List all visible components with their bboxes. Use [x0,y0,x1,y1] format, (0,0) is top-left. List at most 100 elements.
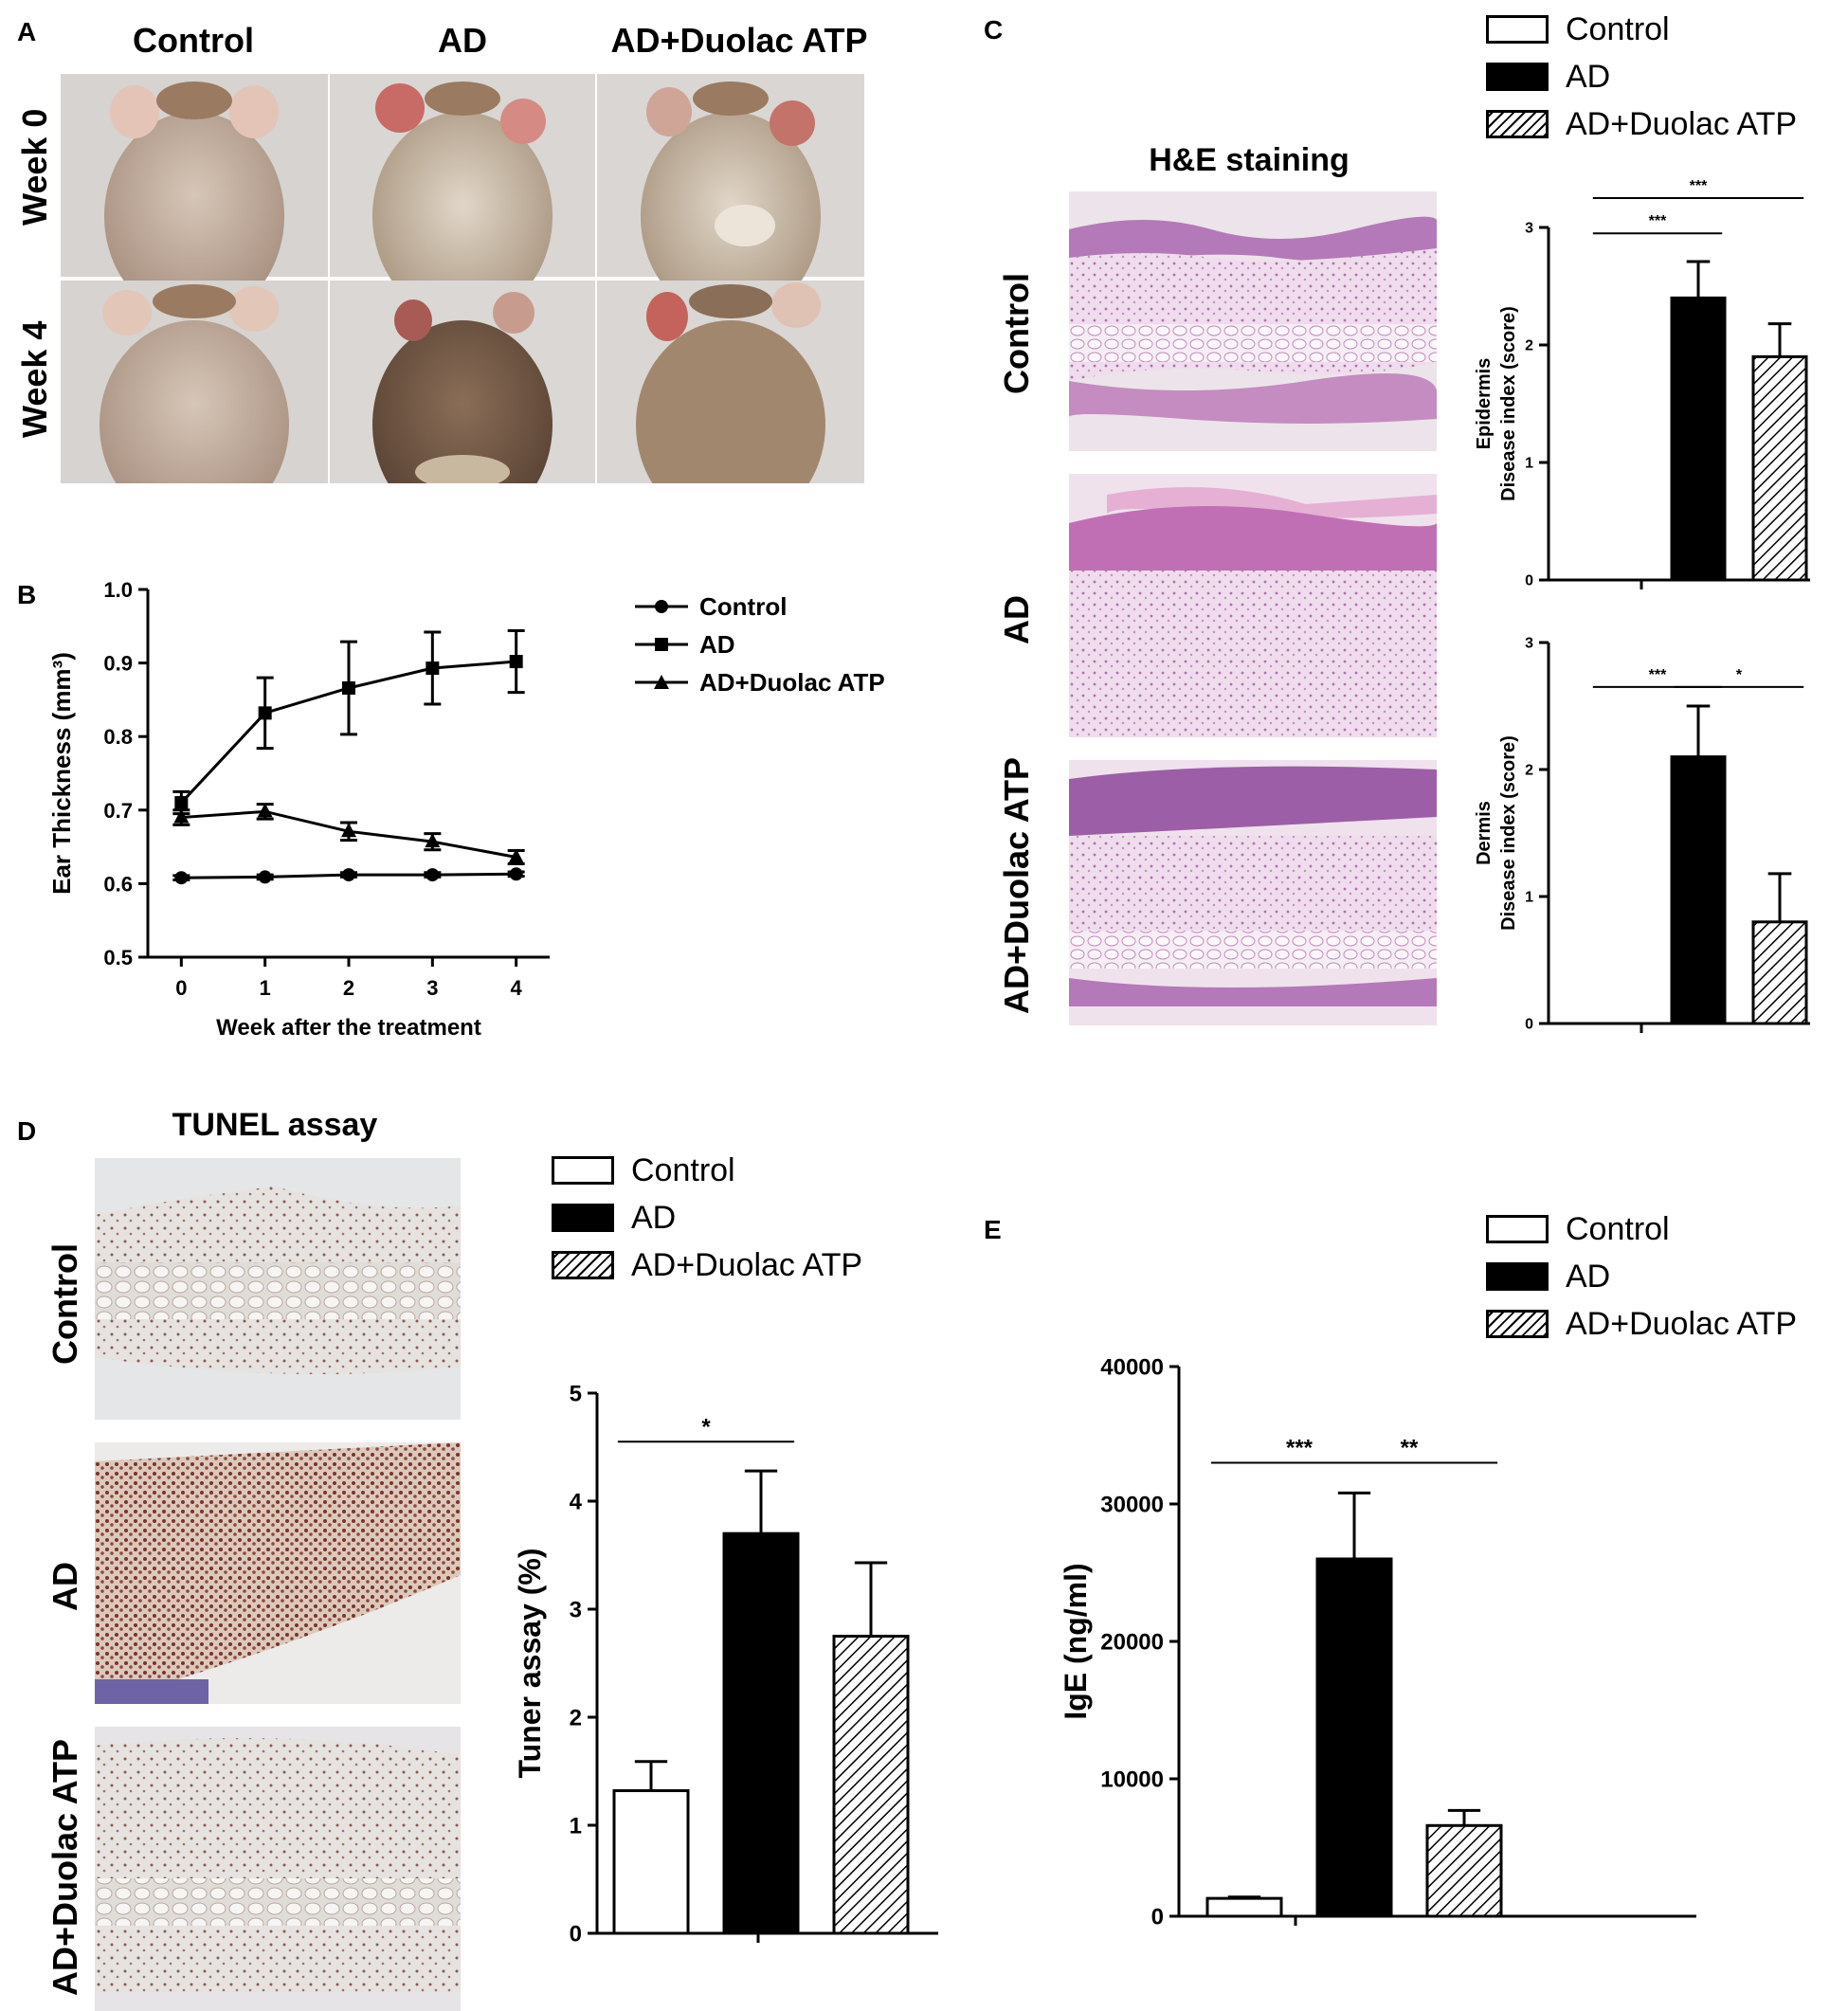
bar-y-tick-label: 0 [1525,1017,1533,1033]
legend-e-control-label: Control [1566,1210,1670,1247]
bar-ad [1670,296,1727,582]
bar-y-axis-label: IgE (ng/ml) [1059,1563,1093,1719]
panel-c-he-staining-images [1069,191,1437,1025]
tunel-control-image [95,1158,461,1420]
bar-ad [722,1531,800,1935]
panel-label-b: B [17,580,37,609]
bar-ad-duolac-atp [832,1635,910,1935]
panel-e-legend: Control AD AD+Duolac ATP [1486,1205,1797,1348]
legend-b-circle-icon [635,600,688,613]
bar-ad [1315,1557,1393,1918]
legend-c-ad-duolac: AD+Duolac ATP [1486,100,1797,148]
b-y-tick-label: 0.7 [103,799,133,823]
legend-c-control-label: Control [1566,10,1670,47]
b-x-tick-label: 0 [175,976,187,1000]
b-point-circle [342,868,355,882]
bar-ad-duolac-atp [1425,1823,1503,1918]
legend-c-hatch-swatch [1486,110,1549,138]
b-y-tick-label: 0.6 [103,872,133,896]
legend-d-ad-label: AD [631,1199,677,1236]
tunel-ad-duolac-image [95,1727,461,2011]
panel-label-d: D [17,1116,37,1146]
he-ad-duolac-image [1069,760,1437,1025]
bar-y-tick-label: 2 [570,1705,582,1730]
legend-b-ad-duolac-label: AD+Duolac ATP [699,667,885,697]
panel-d-legend: Control AD AD+Duolac ATP [552,1147,862,1289]
legend-d-control: Control [552,1147,862,1194]
legend-b-square-icon [635,638,688,651]
b-y-tick-label: 0.8 [103,725,133,749]
bar-y-axis-label: Disease index (score) [1498,306,1519,501]
mouse-photo-ad-duolac-week0 [597,74,864,320]
panel-c-row-control: Control [997,273,1036,394]
bar-y-tick-label: 1 [1525,890,1533,906]
b-point-circle [258,870,272,884]
b-point-square [258,706,272,720]
legend-e-ad-duolac: AD+Duolac ATP [1486,1300,1797,1348]
legend-d-ad-duolac: AD+Duolac ATP [552,1241,862,1289]
legend-e-hatch-swatch [1486,1310,1549,1338]
bar-control [1205,1896,1283,1918]
significance-label: *** [1649,213,1667,229]
legend-b-ad: AD [635,625,885,663]
bar-y-tick-label: 3 [1525,221,1533,237]
b-y-tick-label: 1.0 [103,578,133,602]
panel-c-title: H&E staining [1149,142,1350,178]
legend-d-hatch-swatch [552,1251,614,1279]
bar-y-tick-label: 0 [1151,1904,1164,1929]
legend-e-ad: AD [1486,1253,1797,1300]
b-point-square [174,796,189,810]
legend-d-black-swatch [552,1204,614,1232]
bar-y-tick-label: 3 [1525,636,1533,652]
bar-y-tick-label: 4 [570,1489,583,1514]
mouse-photo-ad-week4 [330,281,595,483]
panel-a-col-ad-duolac: AD+Duolac ATP [610,21,868,60]
bar-y-tick-label: 1 [1525,456,1533,472]
bar-ad-duolac-atp [1751,920,1808,1025]
legend-c-white-swatch [1486,15,1549,44]
legend-c-ad: AD [1486,53,1797,100]
panel-label-c: C [984,15,1004,45]
legend-b-control: Control [635,588,885,625]
legend-c-ad-label: AD [1566,58,1611,95]
b-point-circle [509,867,523,881]
panel-d-row-control: Control [45,1243,84,1365]
bar-y-axis-label: Dermis [1474,801,1495,865]
b-x-tick-label: 1 [260,976,271,1000]
legend-d-white-swatch [552,1156,614,1185]
mouse-photo-ad-duolac-week4 [597,281,864,483]
bar-y-tick-label: 0 [1525,573,1533,589]
mouse-photo-control-week0 [61,74,328,320]
panel-b-line-chart: 0.5 0.6 0.7 0.8 0.9 1.0 0 1 2 3 4 Week after the tr… [47,578,550,1041]
legend-d-control-label: Control [631,1151,735,1188]
bar-y-tick-label: 3 [570,1597,582,1622]
mouse-photo-control-week4 [61,281,328,483]
legend-d-ad-duolac-label: AD+Duolac ATP [631,1246,863,1283]
legend-b-control-label: Control [699,591,788,621]
legend-c-control: Control [1486,6,1797,53]
bar-y-tick-label: 0 [570,1921,582,1947]
b-point-triangle [341,823,356,838]
panel-d-row-ad: AD [45,1562,84,1611]
panel-a-row-week0: Week 0 [15,108,54,226]
bar-y-tick-label: 40000 [1100,1354,1164,1380]
b-point-square [342,680,355,695]
legend-e-control: Control [1486,1205,1797,1253]
bar-y-tick-label: 30000 [1100,1492,1164,1517]
legend-e-black-swatch [1486,1262,1549,1291]
bar-y-axis-label: Epidermis [1474,358,1495,450]
b-point-triangle [173,808,190,824]
bar-y-tick-label: 5 [570,1381,582,1406]
panel-d-row-ad-duolac: AD+Duolac ATP [45,1738,84,1996]
legend-b-ad-duolac: AD+Duolac ATP [635,663,885,701]
panel-a-col-control: Control [133,21,254,60]
b-point-square [509,655,523,669]
bar-y-tick-label: 20000 [1100,1629,1164,1655]
panel-a-col-ad: AD [438,21,487,60]
legend-e-white-swatch [1486,1215,1549,1243]
panel-d-tunel-bar-chart: 0 1 2 3 4 5 * Tuner assay (%) [513,1381,938,1947]
panel-c-legend: Control AD AD+Duolac ATP [1486,6,1797,148]
significance-label: * [1736,667,1743,683]
